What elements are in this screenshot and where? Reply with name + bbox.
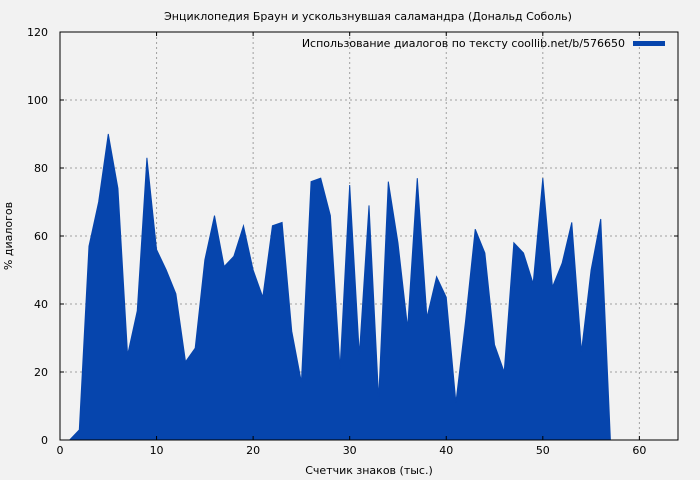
legend: Использование диалогов по тексту coollib…: [302, 37, 665, 50]
chart-title: Энциклопедия Браун и ускользнувшая салам…: [164, 10, 572, 23]
y-tick-label: 120: [27, 26, 48, 39]
x-tick-label: 20: [246, 444, 260, 457]
y-axis: 0 20 40 60 80 100 120: [27, 26, 678, 447]
x-tick-label: 40: [439, 444, 453, 457]
y-tick-label: 20: [34, 366, 48, 379]
x-tick-label: 30: [343, 444, 357, 457]
y-tick-label: 60: [34, 230, 48, 243]
y-tick-label: 100: [27, 94, 48, 107]
x-tick-label: 10: [150, 444, 164, 457]
legend-swatch: [633, 41, 665, 46]
legend-label: Использование диалогов по тексту coollib…: [302, 37, 625, 50]
x-tick-label: 60: [632, 444, 646, 457]
area-series: [68, 133, 611, 441]
x-axis-label: Счетчик знаков (тыс.): [305, 464, 433, 477]
x-tick-label: 50: [536, 444, 550, 457]
series-area-0: [68, 133, 611, 441]
y-tick-label: 80: [34, 162, 48, 175]
y-tick-label: 0: [41, 434, 48, 447]
x-axis: 0 10 20 30 40 50 60: [57, 32, 646, 457]
x-tick-label: 0: [57, 444, 64, 457]
y-axis-label: % диалогов: [2, 202, 15, 270]
y-tick-label: 40: [34, 298, 48, 311]
